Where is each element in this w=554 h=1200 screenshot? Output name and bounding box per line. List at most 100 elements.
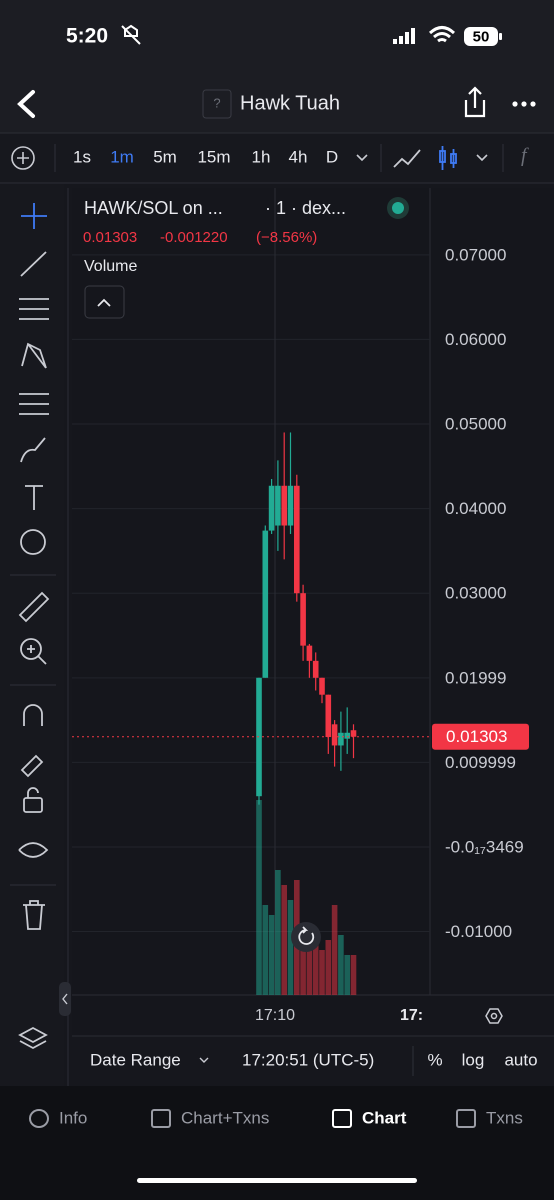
tab-icon[interactable] bbox=[456, 1109, 476, 1128]
timeframe-dropdown[interactable] bbox=[356, 154, 368, 162]
fib-tool[interactable] bbox=[19, 298, 49, 320]
y-tick-label: -0.01000 bbox=[445, 922, 512, 941]
volume-bar bbox=[312, 935, 319, 995]
date-range[interactable]: Date Range bbox=[90, 1050, 181, 1069]
trendline-tool[interactable] bbox=[20, 251, 47, 277]
battery-tip bbox=[499, 33, 502, 40]
volume-bar bbox=[256, 800, 262, 995]
back-button[interactable] bbox=[17, 90, 35, 118]
visibility-tool[interactable] bbox=[18, 842, 49, 858]
line-chart-button[interactable] bbox=[393, 149, 421, 168]
current-price-tag bbox=[432, 723, 529, 750]
pattern-tool[interactable] bbox=[21, 342, 47, 369]
settings-button[interactable] bbox=[485, 1008, 503, 1024]
volume-bar bbox=[262, 905, 269, 995]
candle-body bbox=[275, 485, 281, 526]
candle-chart-button[interactable] bbox=[439, 146, 457, 170]
crosshair-tool[interactable] bbox=[21, 203, 47, 229]
volume-bar bbox=[325, 940, 332, 995]
timeframe[interactable]: 1h bbox=[252, 147, 271, 166]
add-indicator[interactable] bbox=[11, 146, 35, 170]
signal-icon bbox=[393, 28, 415, 44]
volume-bar bbox=[331, 905, 338, 995]
collapse-legend[interactable] bbox=[84, 285, 125, 319]
candle-body bbox=[331, 724, 338, 746]
timeframe[interactable]: 1m bbox=[110, 147, 134, 166]
chart-type-dropdown[interactable] bbox=[476, 154, 488, 162]
tab-icon[interactable] bbox=[29, 1109, 49, 1128]
timeframe[interactable]: 1s bbox=[73, 147, 91, 166]
reset-button[interactable] bbox=[291, 922, 321, 952]
y-tick-label: 0.009999 bbox=[445, 753, 516, 772]
zoom-tool[interactable] bbox=[20, 638, 42, 660]
volume-bar bbox=[275, 870, 281, 995]
clock: 17:20:51 (UTC-5) bbox=[242, 1050, 374, 1069]
tab-label[interactable]: Info bbox=[59, 1108, 87, 1127]
current-price-label: 0.01303 bbox=[446, 727, 507, 746]
timeframe[interactable]: 4h bbox=[289, 147, 308, 166]
volume-bar bbox=[344, 955, 350, 995]
layers-tool[interactable] bbox=[18, 1026, 48, 1050]
page-title: Hawk Tuah bbox=[240, 92, 340, 114]
volume-bar bbox=[338, 935, 344, 995]
magnet-tool[interactable] bbox=[23, 704, 43, 726]
tools-bg bbox=[0, 184, 64, 1086]
prediction-tool[interactable] bbox=[19, 393, 49, 415]
indicators-button[interactable]: f bbox=[521, 145, 529, 167]
y-tick-label: 0.05000 bbox=[445, 414, 506, 433]
delete-tool[interactable] bbox=[23, 900, 45, 930]
price-axis: 0.07000 0.06000 0.05000 0.04000 0.03000 0.019… bbox=[72, 245, 529, 941]
timeframe[interactable]: 15m bbox=[197, 147, 230, 166]
y-tick-label: 0.06000 bbox=[445, 330, 506, 349]
candle-body bbox=[350, 730, 357, 737]
tab-label[interactable]: Chart bbox=[362, 1108, 407, 1127]
tab-label[interactable]: Txns bbox=[486, 1108, 523, 1127]
timeframes: 1s 1m 5m 15m 1h 4h D bbox=[73, 147, 338, 166]
symbol: HAWK/SOL on ... bbox=[84, 198, 223, 218]
collapse-handle[interactable] bbox=[59, 982, 71, 1016]
last-price: 0.01303 bbox=[83, 229, 137, 246]
share-button[interactable] bbox=[464, 86, 486, 118]
reset-icon bbox=[298, 926, 315, 945]
source: · 1 · dex... bbox=[265, 198, 346, 218]
candle-body bbox=[306, 645, 313, 661]
tab-icon[interactable] bbox=[151, 1109, 171, 1128]
text-tool[interactable] bbox=[25, 485, 43, 510]
candle-body bbox=[319, 677, 325, 695]
measure-tool[interactable] bbox=[18, 591, 50, 623]
candle-body bbox=[312, 660, 319, 678]
tab-icon[interactable] bbox=[332, 1109, 352, 1128]
lock-drawing-tool[interactable] bbox=[20, 754, 44, 778]
candle-body bbox=[300, 593, 306, 646]
date-range-arrow bbox=[199, 1057, 209, 1063]
log-option[interactable]: log bbox=[462, 1050, 485, 1069]
settings-dot bbox=[490, 1012, 498, 1020]
unlock-tool[interactable] bbox=[23, 797, 43, 813]
candle-body bbox=[262, 530, 269, 678]
candle-body bbox=[325, 694, 332, 737]
volume-bar bbox=[281, 885, 287, 995]
time-label: 17:10 bbox=[255, 1007, 295, 1024]
status-time: 5:20 bbox=[66, 25, 108, 48]
volume-bar bbox=[350, 955, 357, 995]
candle-body bbox=[268, 485, 275, 531]
timeframe[interactable]: 5m bbox=[153, 147, 177, 166]
tab-bar: Info Chart+Txns Chart Txns bbox=[29, 1108, 523, 1128]
zoom-plus bbox=[27, 645, 47, 665]
more-button[interactable] bbox=[512, 101, 536, 107]
auto-option[interactable]: auto bbox=[504, 1050, 537, 1069]
time-label: 17: bbox=[400, 1007, 423, 1024]
battery-icon bbox=[464, 27, 498, 46]
y-tick-label: 0.07000 bbox=[445, 245, 506, 264]
tab-label[interactable]: Chart+Txns bbox=[181, 1108, 269, 1127]
percent-option[interactable]: % bbox=[427, 1050, 442, 1069]
wifi-icon bbox=[428, 26, 456, 43]
brush-tool[interactable] bbox=[20, 437, 46, 463]
emoji-tool[interactable] bbox=[20, 529, 46, 555]
chart-bg bbox=[72, 188, 554, 1036]
candle-body bbox=[287, 485, 294, 526]
grid bbox=[72, 254, 430, 933]
status-dot bbox=[392, 202, 404, 214]
timeframe[interactable]: D bbox=[326, 147, 338, 166]
